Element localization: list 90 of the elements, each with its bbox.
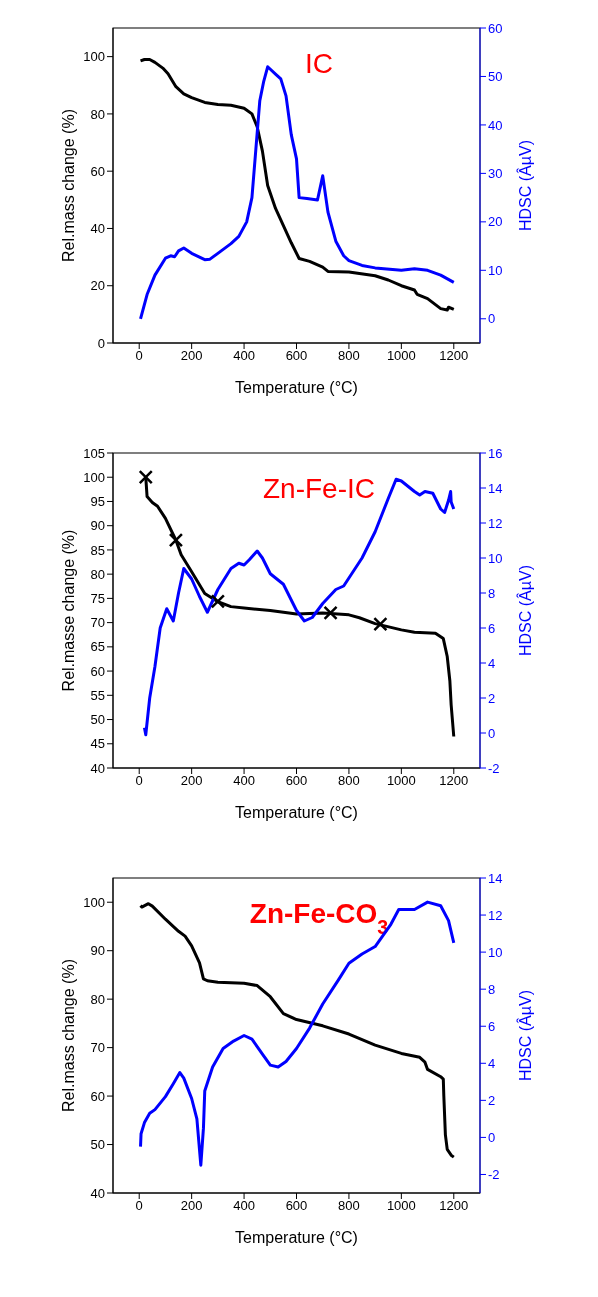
y-tick-label: 20 — [90, 278, 105, 294]
y2-tick-label: 2 — [488, 690, 496, 706]
x-tick-label: 600 — [285, 773, 308, 789]
y-tick-label: 90 — [90, 943, 105, 959]
y-tick-label: 40 — [90, 1185, 105, 1201]
y2-tick-label: 12 — [488, 515, 503, 531]
x-tick-label: 1200 — [439, 1198, 469, 1214]
y2-tick-label: 2 — [488, 1092, 496, 1108]
y2-tick-label: 0 — [488, 311, 496, 327]
y2-tick-label: 6 — [488, 1018, 496, 1034]
y-tick-label: 70 — [90, 615, 105, 631]
y2-tick-label: 0 — [488, 725, 496, 741]
y2-tick-label: 8 — [488, 585, 496, 601]
x-tick-label: 200 — [180, 1198, 203, 1214]
y-tick-label: 95 — [90, 494, 105, 510]
y-tick-label: 100 — [83, 469, 105, 485]
y-tick-label: 80 — [90, 991, 105, 1007]
x-tick-label: 400 — [233, 1198, 255, 1214]
y-tick-label: 80 — [90, 106, 105, 122]
y-tick-label: 70 — [90, 1040, 105, 1056]
point — [138, 469, 154, 485]
point — [323, 605, 338, 621]
y-tick-label: 90 — [90, 518, 105, 534]
y2-tick-label: 4 — [488, 655, 496, 671]
y-tick-label: 85 — [90, 542, 105, 558]
y-tick-label: 50 — [90, 712, 105, 728]
x-tick-label: 600 — [285, 1198, 308, 1214]
y2-tick-label: 16 — [488, 445, 503, 461]
x-tick-label: 1000 — [386, 773, 416, 789]
y-tick-label: 60 — [90, 163, 105, 179]
x-tick-label: 1200 — [439, 773, 469, 789]
y-tick-label: 55 — [90, 687, 105, 703]
x-axis-title: Temperature (°C) — [235, 804, 358, 821]
x-axis-title: Temperature (°C) — [235, 1229, 358, 1246]
y-tick-label: 0 — [97, 335, 105, 351]
y2-tick-label: 20 — [488, 214, 503, 230]
y2-tick-label: 0 — [488, 1130, 496, 1146]
point — [373, 616, 388, 632]
y-tick-label: 60 — [90, 1088, 105, 1104]
y-tick-label: 105 — [83, 445, 105, 461]
y2-tick-label: 40 — [488, 117, 503, 133]
x-axis-title: Temperature (°C) — [235, 379, 358, 396]
y-tick-label: 40 — [90, 760, 105, 776]
x-tick-label: 200 — [180, 348, 203, 364]
point — [168, 532, 184, 548]
text: Zn-Fe-IC — [263, 473, 375, 504]
y-tick-label: 60 — [90, 663, 105, 679]
y2-tick-label: 14 — [488, 870, 503, 886]
x-tick-label: 400 — [233, 773, 255, 789]
y-tick-label: 40 — [90, 221, 105, 237]
y-axis-title: Rel.mass change (%) — [59, 959, 77, 1112]
x-tick-label: 400 — [233, 348, 255, 364]
y2-tick-label: -2 — [488, 760, 500, 776]
y-axis-title: Rel.masse change (%) — [59, 529, 77, 692]
y2-tick-label: 12 — [488, 907, 503, 923]
x-tick-label: 1200 — [439, 348, 469, 364]
y2-tick-label: 10 — [488, 944, 503, 960]
y2-tick-label: 30 — [488, 166, 503, 181]
y-tick-label: 100 — [83, 49, 105, 65]
y2-tick-label: 60 — [488, 20, 503, 36]
y-tick-label: 65 — [90, 639, 105, 655]
y2-tick-label: 8 — [488, 981, 496, 997]
y2-tick-label: 50 — [488, 69, 503, 85]
x-tick-label: 0 — [135, 773, 143, 789]
y2-axis-title: HDSC (ÂµV) — [515, 140, 534, 231]
x-tick-label: 0 — [135, 1198, 143, 1214]
y2-tick-label: 4 — [488, 1055, 496, 1071]
x-tick-label: 0 — [135, 348, 143, 364]
y-tick-label: 80 — [90, 566, 105, 582]
y2-tick-label: 14 — [488, 480, 503, 496]
y-axis-title: Rel.mass change (%) — [59, 109, 77, 262]
x-tick-label: 200 — [180, 773, 203, 789]
x-tick-label: 1000 — [386, 1198, 416, 1214]
x-tick-label: 800 — [338, 348, 360, 364]
x-tick-label: 800 — [338, 773, 360, 789]
y-tick-label: 100 — [83, 894, 105, 910]
y2-axis-title: HDSC (ÂµV) — [515, 990, 534, 1081]
y-tick-label: 75 — [90, 591, 105, 606]
y2-tick-label: 10 — [488, 550, 503, 566]
y2-tick-label: -2 — [488, 1167, 500, 1183]
point — [210, 594, 226, 609]
y-tick-label: 50 — [90, 1137, 105, 1153]
text: IC — [305, 48, 333, 79]
x-tick-label: 800 — [338, 1198, 360, 1214]
y2-axis-title: HDSC (ÂµV) — [515, 565, 534, 656]
y2-tick-label: 10 — [488, 262, 503, 278]
y-tick-label: 45 — [90, 736, 105, 752]
x-tick-label: 1000 — [386, 348, 416, 364]
x-tick-label: 600 — [285, 348, 308, 364]
y2-tick-label: 6 — [488, 620, 496, 636]
